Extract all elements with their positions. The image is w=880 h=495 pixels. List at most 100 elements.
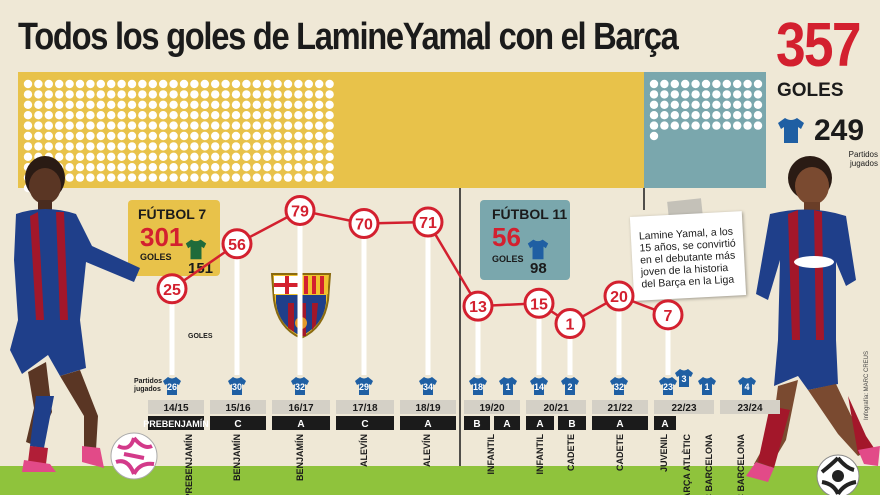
futbol11-goal-dot — [691, 79, 700, 89]
season-label: 18/19 — [415, 403, 440, 414]
futbol7-goal-dot — [242, 79, 251, 89]
team-box — [592, 416, 648, 430]
futbol11-goal-dot — [753, 111, 763, 120]
page-title: Todos los goles de LamineYamal con el Ba… — [18, 16, 679, 58]
futbol7-goal-dot — [304, 152, 313, 161]
futbol11-matches: 98 — [530, 260, 547, 277]
futbol7-goal-dot — [169, 173, 178, 182]
futbol7-goal-dot — [200, 121, 209, 130]
futbol7-goal-dot — [127, 152, 137, 161]
futbol7-goal-dot — [221, 111, 230, 120]
futbol7-goal-dot — [138, 79, 147, 89]
futbol11-goal-dot — [670, 90, 679, 99]
team-label: A — [424, 419, 431, 430]
futbol7-goal-dot — [107, 100, 116, 110]
team-box — [558, 416, 586, 430]
futbol7-goal-dot — [138, 131, 147, 141]
futbol11-goal-dot — [733, 90, 742, 99]
futbol7-goal-dot — [55, 79, 64, 89]
futbol11-goal-dot — [712, 79, 721, 89]
futbol11-goal-dot — [649, 131, 659, 141]
futbol7-goal-dot — [138, 142, 147, 151]
matches-value-label: 32 — [295, 382, 305, 392]
futbol7-goal-dot — [211, 90, 220, 99]
futbol7-goal-dot — [221, 121, 230, 130]
futbol7-goal-dot — [211, 111, 220, 120]
futbol7-goal-dot — [325, 131, 334, 141]
category-label: ALEVÍN — [422, 434, 432, 467]
jersey-icon — [675, 369, 693, 387]
futbol7-goal-dot — [23, 142, 33, 151]
futbol11-title: FÚTBOL 11 — [492, 206, 568, 222]
futbol7-goal-dot — [221, 173, 230, 182]
season-bar — [592, 400, 648, 414]
futbol11-goal-dot — [691, 121, 700, 130]
futbol7-goal-dot — [304, 173, 313, 182]
futbol7-goal-dot — [65, 142, 74, 151]
futbol7-goal-dot — [148, 90, 157, 99]
futbol11-goal-dot — [660, 79, 669, 89]
futbol7-goal-dot — [169, 142, 178, 151]
futbol7-goal-dot — [294, 79, 303, 89]
goal-marker — [603, 280, 635, 312]
futbol7-goal-dot — [221, 90, 230, 99]
futbol7-goals: 301 — [140, 222, 184, 252]
category-label: FC BARCELONA — [704, 434, 714, 495]
futbol7-goal-dot — [325, 152, 334, 161]
futbol7-goal-dot — [273, 111, 282, 120]
futbol11-goal-dot — [753, 79, 763, 89]
futbol7-goal-dot — [211, 100, 220, 110]
futbol7-goal-dot — [242, 90, 251, 99]
total-matches-label: Partidos jugados — [848, 150, 878, 168]
futbol7-goal-dot — [159, 111, 168, 120]
futbol7-goal-dot — [107, 131, 116, 141]
futbol7-goal-dot — [211, 173, 220, 182]
futbol7-goal-dot — [75, 90, 85, 99]
jersey-shape — [659, 377, 677, 395]
futbol11-goal-dot — [743, 79, 752, 89]
futbol7-goal-dot — [169, 90, 178, 99]
futbol11-goal-dot — [691, 111, 700, 120]
matches-value-label: 29 — [359, 382, 369, 392]
futbol7-goal-dot — [283, 111, 293, 120]
category-label: ALEVÍN — [359, 434, 369, 467]
futbol7-goal-dot — [159, 121, 168, 130]
futbol7-goal-dot — [44, 90, 53, 99]
futbol7-goal-dot — [127, 173, 137, 182]
goal-value-label: 25 — [163, 282, 181, 299]
futbol7-goal-dot — [294, 152, 303, 161]
futbol7-goal-dot — [86, 173, 95, 182]
futbol7-goal-dot — [107, 79, 116, 89]
futbol7-goal-dot — [179, 79, 189, 89]
goal-value-label: 15 — [530, 296, 548, 313]
category-label: CADETE — [615, 434, 625, 471]
futbol7-goal-dot — [179, 121, 189, 130]
futbol11-goal-dot — [660, 100, 669, 110]
futbol7-goal-dot — [44, 111, 53, 120]
futbol7-goal-dot — [148, 79, 157, 89]
goal-value-label: 20 — [610, 289, 628, 306]
team-box — [210, 416, 266, 430]
futbol7-goal-dot — [96, 121, 106, 130]
futbol11-goal-dot — [670, 111, 679, 120]
futbol7-goal-dot — [96, 173, 106, 182]
futbol11-goal-dot — [753, 90, 763, 99]
total-matches: 249 — [814, 114, 865, 147]
futbol7-goal-dot — [179, 152, 189, 161]
jersey-icon — [527, 239, 549, 260]
futbol7-goal-dot — [117, 100, 126, 110]
futbol7-goal-dot — [211, 131, 220, 141]
futbol7-goal-dot — [75, 131, 85, 141]
futbol7-goal-dot — [252, 121, 261, 130]
futbol7-goal-dot — [86, 111, 95, 120]
team-box — [494, 416, 520, 430]
futbol11-goal-dot — [649, 100, 659, 110]
futbol7-goal-dot — [55, 152, 64, 161]
total-goals: 357 — [776, 11, 862, 80]
jersey-shape — [291, 377, 309, 395]
futbol7-goal-dot — [65, 100, 74, 110]
futbol7-goal-dot — [211, 79, 220, 89]
futbol7-goal-dot — [159, 142, 168, 151]
futbol7-goal-dot — [65, 152, 74, 161]
jersey-shape — [675, 369, 693, 387]
